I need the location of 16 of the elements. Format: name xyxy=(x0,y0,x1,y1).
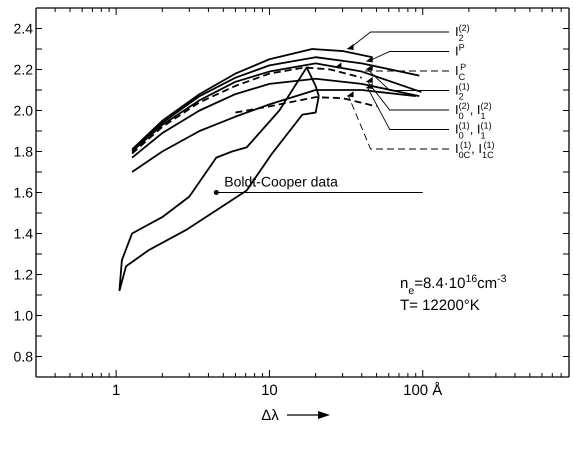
annotation: T= 12200°K xyxy=(400,297,480,314)
y-tick-label: 0.8 xyxy=(14,348,34,364)
annotation: n$_{e}$=8.4·10$^{16}$cm$^{-3}$ xyxy=(400,273,507,297)
y-tick-label: 2.4 xyxy=(14,20,34,36)
y-tick-label: 1.4 xyxy=(14,226,34,242)
text: I$^{P}$ xyxy=(455,42,465,58)
x-tick-label: 100 Å xyxy=(403,381,442,399)
y-tick-label: 2.2 xyxy=(14,62,34,78)
y-tick-label: 1.0 xyxy=(14,308,34,324)
x-tick-label: 10 xyxy=(261,382,278,399)
x-axis-title: Δλ xyxy=(261,407,280,424)
y-tick-label: 2.0 xyxy=(14,102,34,118)
x-tick-label: 1 xyxy=(112,382,120,399)
y-tick-label: 1.6 xyxy=(14,184,34,200)
y-tick-label: 1.8 xyxy=(14,144,34,160)
y-tick-label: 1.2 xyxy=(14,266,34,282)
